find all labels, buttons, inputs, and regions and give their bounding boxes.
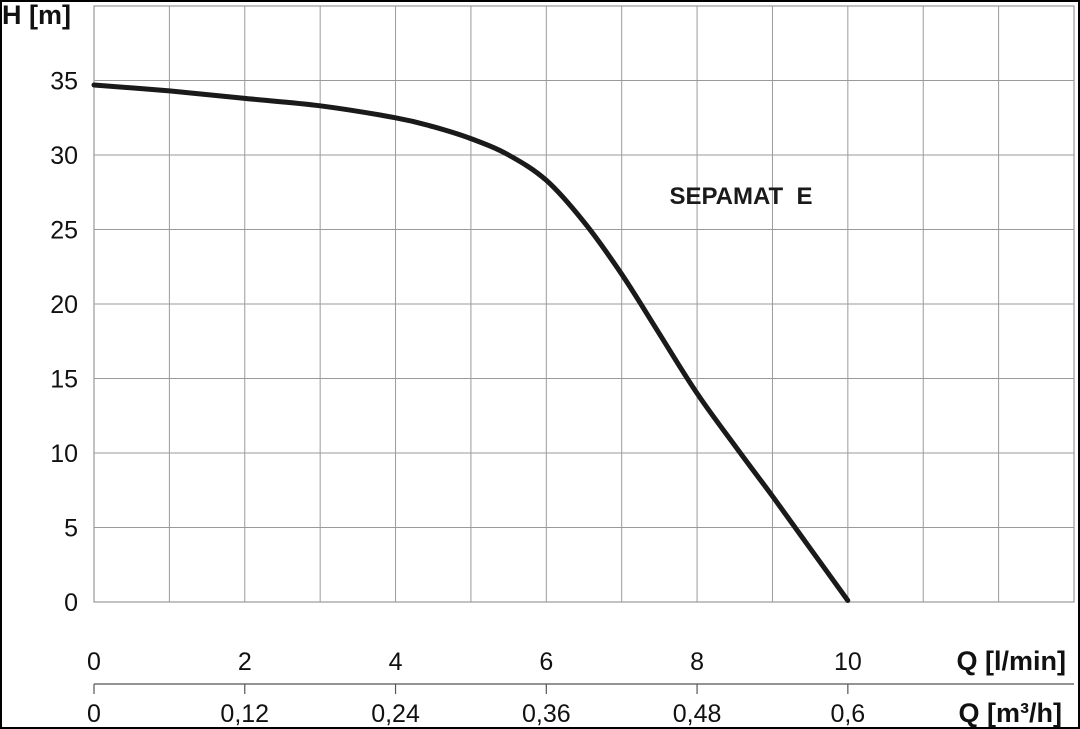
x-secondary-tick-label: 0,6 xyxy=(830,700,865,728)
x-tick-label: 6 xyxy=(539,648,553,676)
curve-annotation: SEPAMAT E xyxy=(669,183,812,210)
y-tick-label: 25 xyxy=(50,217,78,245)
y-tick-label: 0 xyxy=(64,589,78,617)
pump-curve-line xyxy=(91,82,851,603)
x-secondary-tick-label: 0 xyxy=(87,700,101,728)
x-tick-label: 4 xyxy=(389,648,403,676)
x-tick-label: 10 xyxy=(834,648,862,676)
y-tick-label: 20 xyxy=(50,291,78,319)
series-layer xyxy=(91,82,851,603)
x-secondary-tick-label: 0,24 xyxy=(371,700,420,728)
y-tick-label: 15 xyxy=(50,366,78,394)
y-tick-label: 10 xyxy=(50,440,78,468)
grid-layer xyxy=(94,6,1074,602)
x-tick-label: 2 xyxy=(238,648,252,676)
plot-frame xyxy=(93,5,1075,603)
x-axis-title-secondary: Q [m³/h] xyxy=(959,698,1062,728)
x-secondary-tick-label: 0,36 xyxy=(522,700,571,728)
ticks-layer: 0 5 10 15 20 25 30 35 0 2 4 6 8 10 0 0,12 0,24 0,36 0,48 0,… xyxy=(50,68,865,729)
x-secondary-tick-label: 0,48 xyxy=(673,700,722,728)
y-tick-label: 5 xyxy=(64,515,78,543)
x-axis-title: Q [l/min] xyxy=(957,646,1067,676)
y-axis-title: H [m] xyxy=(2,0,71,30)
x-tick-label: 8 xyxy=(690,648,704,676)
y-tick-label: 35 xyxy=(50,68,78,96)
y-tick-label: 30 xyxy=(50,142,78,170)
x-tick-label: 0 xyxy=(87,648,101,676)
x-secondary-tick-label: 0,12 xyxy=(220,700,269,728)
